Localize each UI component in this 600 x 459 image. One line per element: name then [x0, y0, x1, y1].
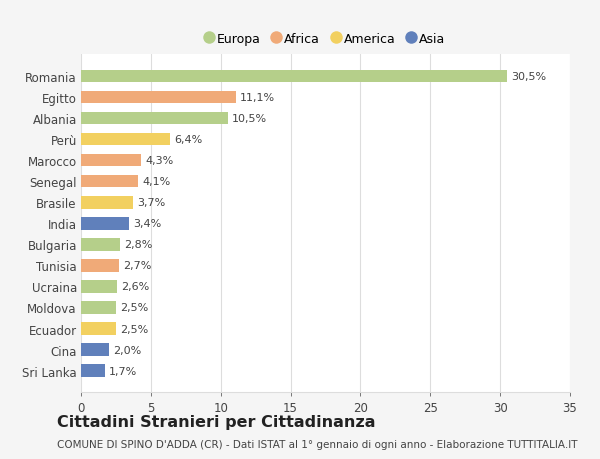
Bar — [81, 280, 118, 293]
Bar — [81, 134, 170, 146]
Bar — [81, 91, 236, 104]
Text: 2,7%: 2,7% — [123, 261, 151, 271]
Text: 2,5%: 2,5% — [120, 303, 148, 313]
Bar — [81, 196, 133, 209]
Bar — [81, 259, 119, 272]
Text: 4,3%: 4,3% — [145, 156, 173, 166]
Text: Cittadini Stranieri per Cittadinanza: Cittadini Stranieri per Cittadinanza — [57, 414, 376, 429]
Bar — [81, 70, 507, 83]
Text: 2,8%: 2,8% — [124, 240, 152, 250]
Text: 10,5%: 10,5% — [232, 114, 267, 124]
Text: 2,5%: 2,5% — [120, 324, 148, 334]
Text: COMUNE DI SPINO D'ADDA (CR) - Dati ISTAT al 1° gennaio di ogni anno - Elaborazio: COMUNE DI SPINO D'ADDA (CR) - Dati ISTAT… — [57, 440, 577, 449]
Bar — [81, 323, 116, 335]
Text: 4,1%: 4,1% — [142, 177, 171, 187]
Text: 1,7%: 1,7% — [109, 366, 137, 376]
Bar — [81, 343, 109, 356]
Bar — [81, 154, 141, 167]
Bar — [81, 112, 228, 125]
Text: 2,0%: 2,0% — [113, 345, 142, 355]
Bar — [81, 218, 128, 230]
Bar — [81, 302, 116, 314]
Text: 11,1%: 11,1% — [240, 93, 275, 103]
Text: 3,4%: 3,4% — [133, 219, 161, 229]
Legend: Europa, Africa, America, Asia: Europa, Africa, America, Asia — [205, 33, 446, 45]
Bar — [81, 364, 105, 377]
Text: 6,4%: 6,4% — [175, 135, 203, 145]
Text: 2,6%: 2,6% — [122, 282, 150, 292]
Text: 3,7%: 3,7% — [137, 198, 165, 208]
Text: 30,5%: 30,5% — [511, 72, 547, 82]
Bar — [81, 175, 138, 188]
Bar — [81, 239, 120, 251]
